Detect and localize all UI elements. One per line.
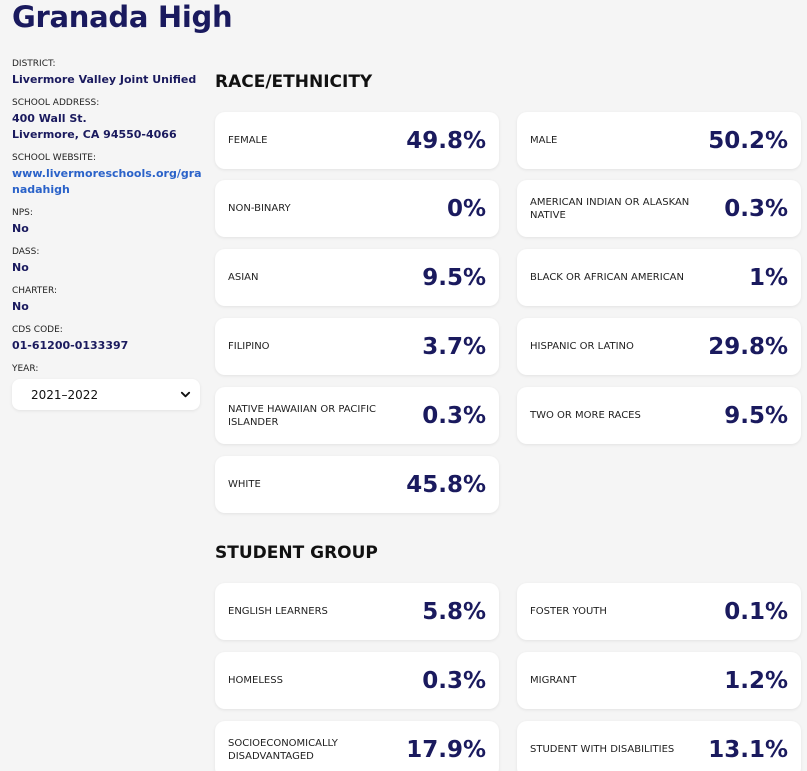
stat-card: ASIAN 9.5% [215,249,499,306]
stat-card: MIGRANT 1.2% [517,652,801,709]
stat-label: MALE [530,135,558,146]
chevron-down-icon [180,391,191,398]
stat-card: AMERICAN INDIAN OR ALASKAN NATIVE 0.3% [517,180,801,237]
race-ethnicity-heading: RACE/ETHNICITY [215,72,373,92]
stat-card: FILIPINO 3.7% [215,318,499,375]
address-line1: 400 Wall St. [12,112,87,125]
dass-value: No [12,261,29,274]
stat-label: HISPANIC OR LATINO [530,341,634,352]
stat-label: FILIPINO [228,341,270,352]
stat-value: 0% [446,195,486,222]
website-label: SCHOOL WEBSITE: [12,153,96,163]
charter-value: No [12,300,29,313]
stat-value: 0.1% [724,598,788,625]
stat-value: 17.9% [406,736,486,763]
year-select-value: 2021–2022 [31,387,99,402]
stat-card: HISPANIC OR LATINO 29.8% [517,318,801,375]
school-info-sidebar: DISTRICT: Livermore Valley Joint Unified… [12,58,202,410]
stat-label: STUDENT WITH DISABILITIES [530,744,675,755]
cds-code-label: CDS CODE: [12,325,63,335]
stat-label: FOSTER YOUTH [530,606,607,617]
cds-code-value: 01-61200-0133397 [12,339,129,352]
stat-value: 9.5% [724,402,788,429]
district-label: DISTRICT: [12,59,56,69]
stat-value: 3.7% [422,333,486,360]
year-select[interactable]: 2021–2022 [12,379,200,410]
stat-label: MIGRANT [530,675,577,686]
stat-label: BLACK OR AFRICAN AMERICAN [530,272,685,283]
stat-value: 1.2% [724,667,788,694]
address-line2: Livermore, CA 94550-4066 [12,128,177,141]
stat-card: TWO OR MORE RACES 9.5% [517,387,801,444]
stat-card: WHITE 45.8% [215,456,499,513]
nps-value: No [12,222,29,235]
stat-label: WHITE [228,479,261,490]
stat-card: NON-BINARY 0% [215,180,499,237]
stat-card: MALE 50.2% [517,112,801,169]
stat-value: 49.8% [406,127,486,154]
stat-label: AMERICAN INDIAN OR ALASKAN NATIVE [530,196,690,221]
stat-value: 9.5% [422,264,486,291]
stat-value: 0.3% [422,402,486,429]
stat-value: 50.2% [708,127,788,154]
stat-label: NON-BINARY [228,203,291,214]
address-label: SCHOOL ADDRESS: [12,98,100,108]
stat-value: 0.3% [724,195,788,222]
website-link[interactable]: www.livermoreschools.org/granadahigh [12,167,202,196]
district-value: Livermore Valley Joint Unified [12,73,197,86]
year-label: YEAR: [12,364,39,374]
stat-card: SOCIOECONOMICALLY DISADVANTAGED 17.9% [215,721,499,771]
stat-label: HOMELESS [228,675,283,686]
stat-label: ENGLISH LEARNERS [228,606,328,617]
student-group-heading: STUDENT GROUP [215,543,378,563]
stat-card: STUDENT WITH DISABILITIES 13.1% [517,721,801,771]
stat-card: FEMALE 49.8% [215,112,499,169]
stat-card: NATIVE HAWAIIAN OR PACIFIC ISLANDER 0.3% [215,387,499,444]
stat-label: ASIAN [228,272,259,283]
stat-value: 1% [748,264,788,291]
stat-card: BLACK OR AFRICAN AMERICAN 1% [517,249,801,306]
stat-value: 13.1% [708,736,788,763]
charter-label: CHARTER: [12,286,57,296]
stat-label: FEMALE [228,135,268,146]
stat-value: 0.3% [422,667,486,694]
stat-value: 29.8% [708,333,788,360]
stat-label: NATIVE HAWAIIAN OR PACIFIC ISLANDER [228,403,377,428]
school-title: Granada High [12,0,233,34]
stat-card: FOSTER YOUTH 0.1% [517,583,801,640]
stat-label: TWO OR MORE RACES [530,410,641,421]
stat-value: 5.8% [422,598,486,625]
stat-value: 45.8% [406,471,486,498]
dass-label: DASS: [12,247,40,257]
stat-card: HOMELESS 0.3% [215,652,499,709]
stat-label: SOCIOECONOMICALLY DISADVANTAGED [228,737,338,762]
nps-label: NPS: [12,208,33,218]
stat-card: ENGLISH LEARNERS 5.8% [215,583,499,640]
